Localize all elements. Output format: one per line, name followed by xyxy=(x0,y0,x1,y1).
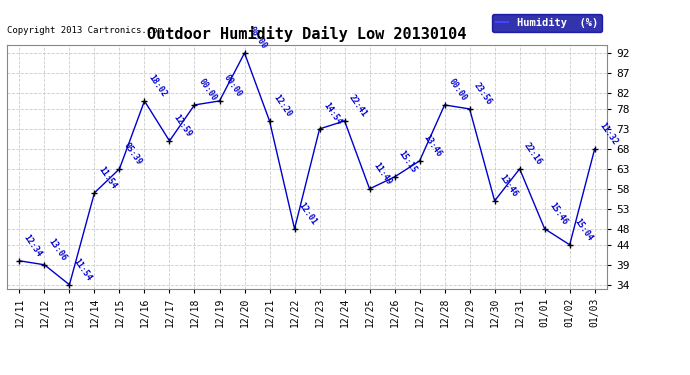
Text: 12:20: 12:20 xyxy=(272,93,294,119)
Text: 12:59: 12:59 xyxy=(172,113,194,139)
Text: 00:00: 00:00 xyxy=(247,26,268,51)
Text: 11:54: 11:54 xyxy=(97,165,119,191)
Text: 00:00: 00:00 xyxy=(222,73,244,99)
Text: 22:16: 22:16 xyxy=(522,141,544,167)
Text: 13:46: 13:46 xyxy=(422,133,444,159)
Text: 12:01: 12:01 xyxy=(297,201,319,227)
Text: 00:00: 00:00 xyxy=(447,77,469,103)
Text: 15:46: 15:46 xyxy=(547,201,569,227)
Text: 14:54: 14:54 xyxy=(322,101,344,127)
Text: 05:39: 05:39 xyxy=(122,141,144,167)
Text: 22:41: 22:41 xyxy=(347,93,368,119)
Text: 15:15: 15:15 xyxy=(397,149,419,175)
Text: 18:02: 18:02 xyxy=(147,73,168,99)
Text: 11:32: 11:32 xyxy=(598,121,619,147)
Text: 12:34: 12:34 xyxy=(22,233,43,259)
Text: 15:04: 15:04 xyxy=(572,217,594,243)
Text: 13:46: 13:46 xyxy=(497,173,519,199)
Text: 13:06: 13:06 xyxy=(47,237,68,263)
Text: Copyright 2013 Cartronics.com: Copyright 2013 Cartronics.com xyxy=(7,26,163,35)
Text: 11:54: 11:54 xyxy=(72,257,94,283)
Legend: Humidity  (%): Humidity (%) xyxy=(491,13,602,32)
Text: 23:56: 23:56 xyxy=(472,81,494,107)
Text: 00:00: 00:00 xyxy=(197,77,219,103)
Text: 11:49: 11:49 xyxy=(372,161,394,187)
Title: Outdoor Humidity Daily Low 20130104: Outdoor Humidity Daily Low 20130104 xyxy=(148,27,466,42)
